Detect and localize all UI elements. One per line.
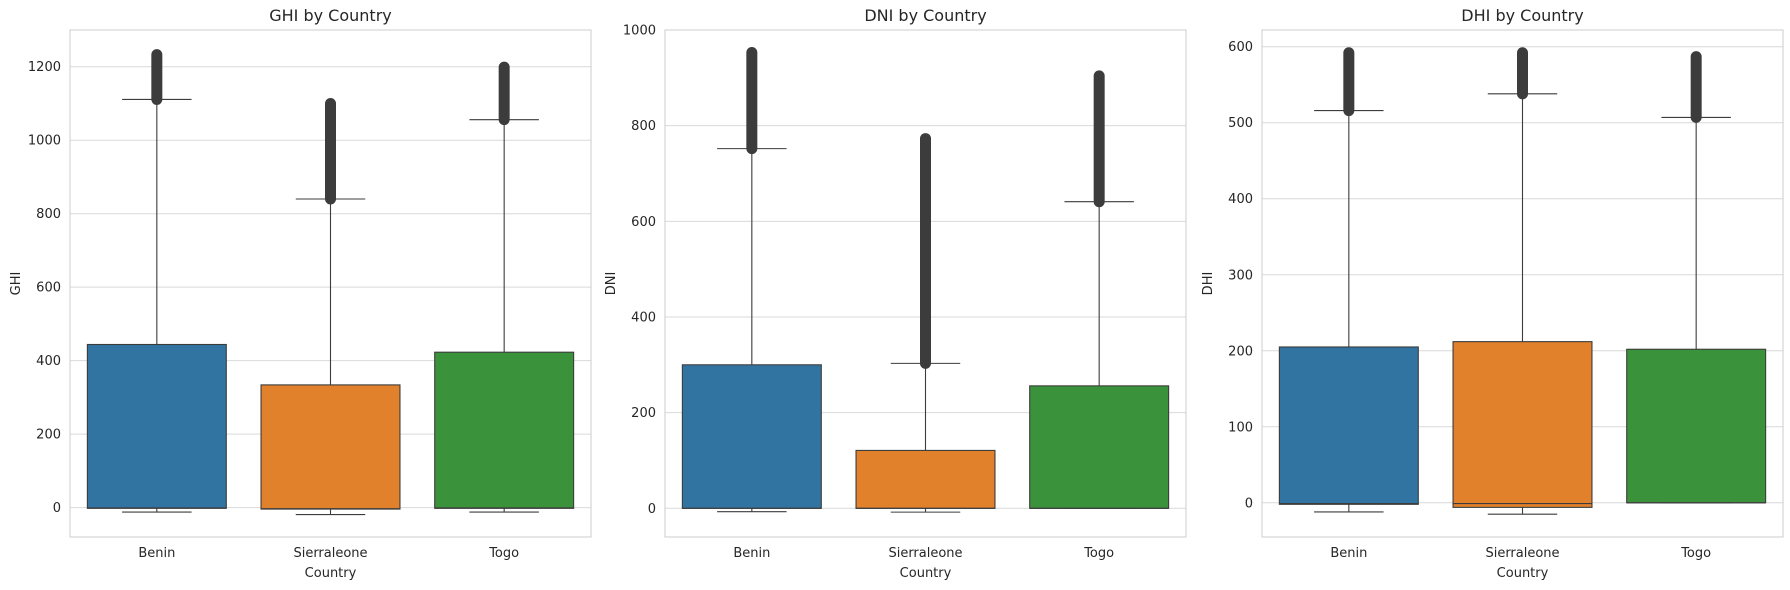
y-tick-label: 500	[1228, 116, 1253, 131]
box-sierraleone	[855, 449, 996, 509]
axes-frame	[1261, 29, 1784, 538]
x-tick-label: Benin	[138, 546, 175, 561]
y-axis-label: DHI	[1201, 272, 1216, 296]
y-tick-label: 0	[1245, 496, 1253, 511]
box-sierraleone	[260, 384, 401, 510]
y-tick-label: 0	[648, 502, 656, 517]
y-tick-label: 300	[1228, 268, 1253, 283]
box-sierraleone	[1452, 341, 1593, 508]
y-tick-label: 400	[631, 310, 656, 325]
y-axis-label: GHI	[9, 272, 24, 296]
y-axis-label: DNI	[604, 272, 619, 296]
axes-frame	[69, 29, 592, 538]
x-tick-label: Togo	[1083, 546, 1114, 561]
x-tick-label: Togo	[488, 546, 519, 561]
box-togo	[1626, 348, 1767, 504]
y-tick-label: 100	[1228, 420, 1253, 435]
x-tick-label: Benin	[733, 546, 770, 561]
y-tick-label: 600	[1228, 40, 1253, 55]
chart-title: GHI by Country	[269, 6, 392, 25]
y-tick-label: 600	[631, 215, 656, 230]
y-tick-label: 0	[53, 501, 61, 516]
chart-title: DHI by Country	[1461, 6, 1583, 25]
box-benin	[681, 364, 822, 509]
y-tick-label: 1200	[28, 60, 61, 75]
x-tick-label: Sierraleone	[1485, 546, 1559, 561]
chart-title: DNI by Country	[864, 6, 986, 25]
x-tick-label: Togo	[1680, 546, 1711, 561]
box-benin	[86, 343, 227, 509]
x-axis-label: Country	[900, 566, 952, 581]
y-tick-label: 1000	[623, 24, 656, 39]
y-tick-label: 200	[631, 406, 656, 421]
x-tick-label: Sierraleone	[293, 546, 367, 561]
chart-panel-ghi: 0 200 400 600 800 1000 1200 Benin Sierraleone Tog…	[9, 6, 592, 581]
box-benin	[1278, 346, 1419, 505]
y-tick-label: 200	[36, 428, 61, 443]
x-tick-label: Sierraleone	[888, 546, 962, 561]
x-tick-label: Benin	[1330, 546, 1367, 561]
axes-frame	[664, 29, 1187, 538]
y-tick-label: 800	[631, 119, 656, 134]
y-tick-label: 400	[1228, 192, 1253, 207]
x-axis-label: Country	[1497, 566, 1549, 581]
box-togo	[434, 351, 575, 509]
y-tick-label: 400	[36, 354, 61, 369]
box-togo	[1029, 385, 1170, 509]
y-tick-label: 200	[1228, 344, 1253, 359]
chart-panel-dhi: 0 100 200 300 400 500 600 Benin Sierraleone Togo D…	[1201, 6, 1784, 581]
y-tick-label: 800	[36, 207, 61, 222]
y-tick-label: 1000	[28, 134, 61, 149]
chart-panel-dni: 0 200 400 600 800 1000 Benin Sierraleone Togo DNI…	[604, 6, 1187, 581]
x-axis-label: Country	[305, 566, 357, 581]
y-tick-label: 600	[36, 281, 61, 296]
